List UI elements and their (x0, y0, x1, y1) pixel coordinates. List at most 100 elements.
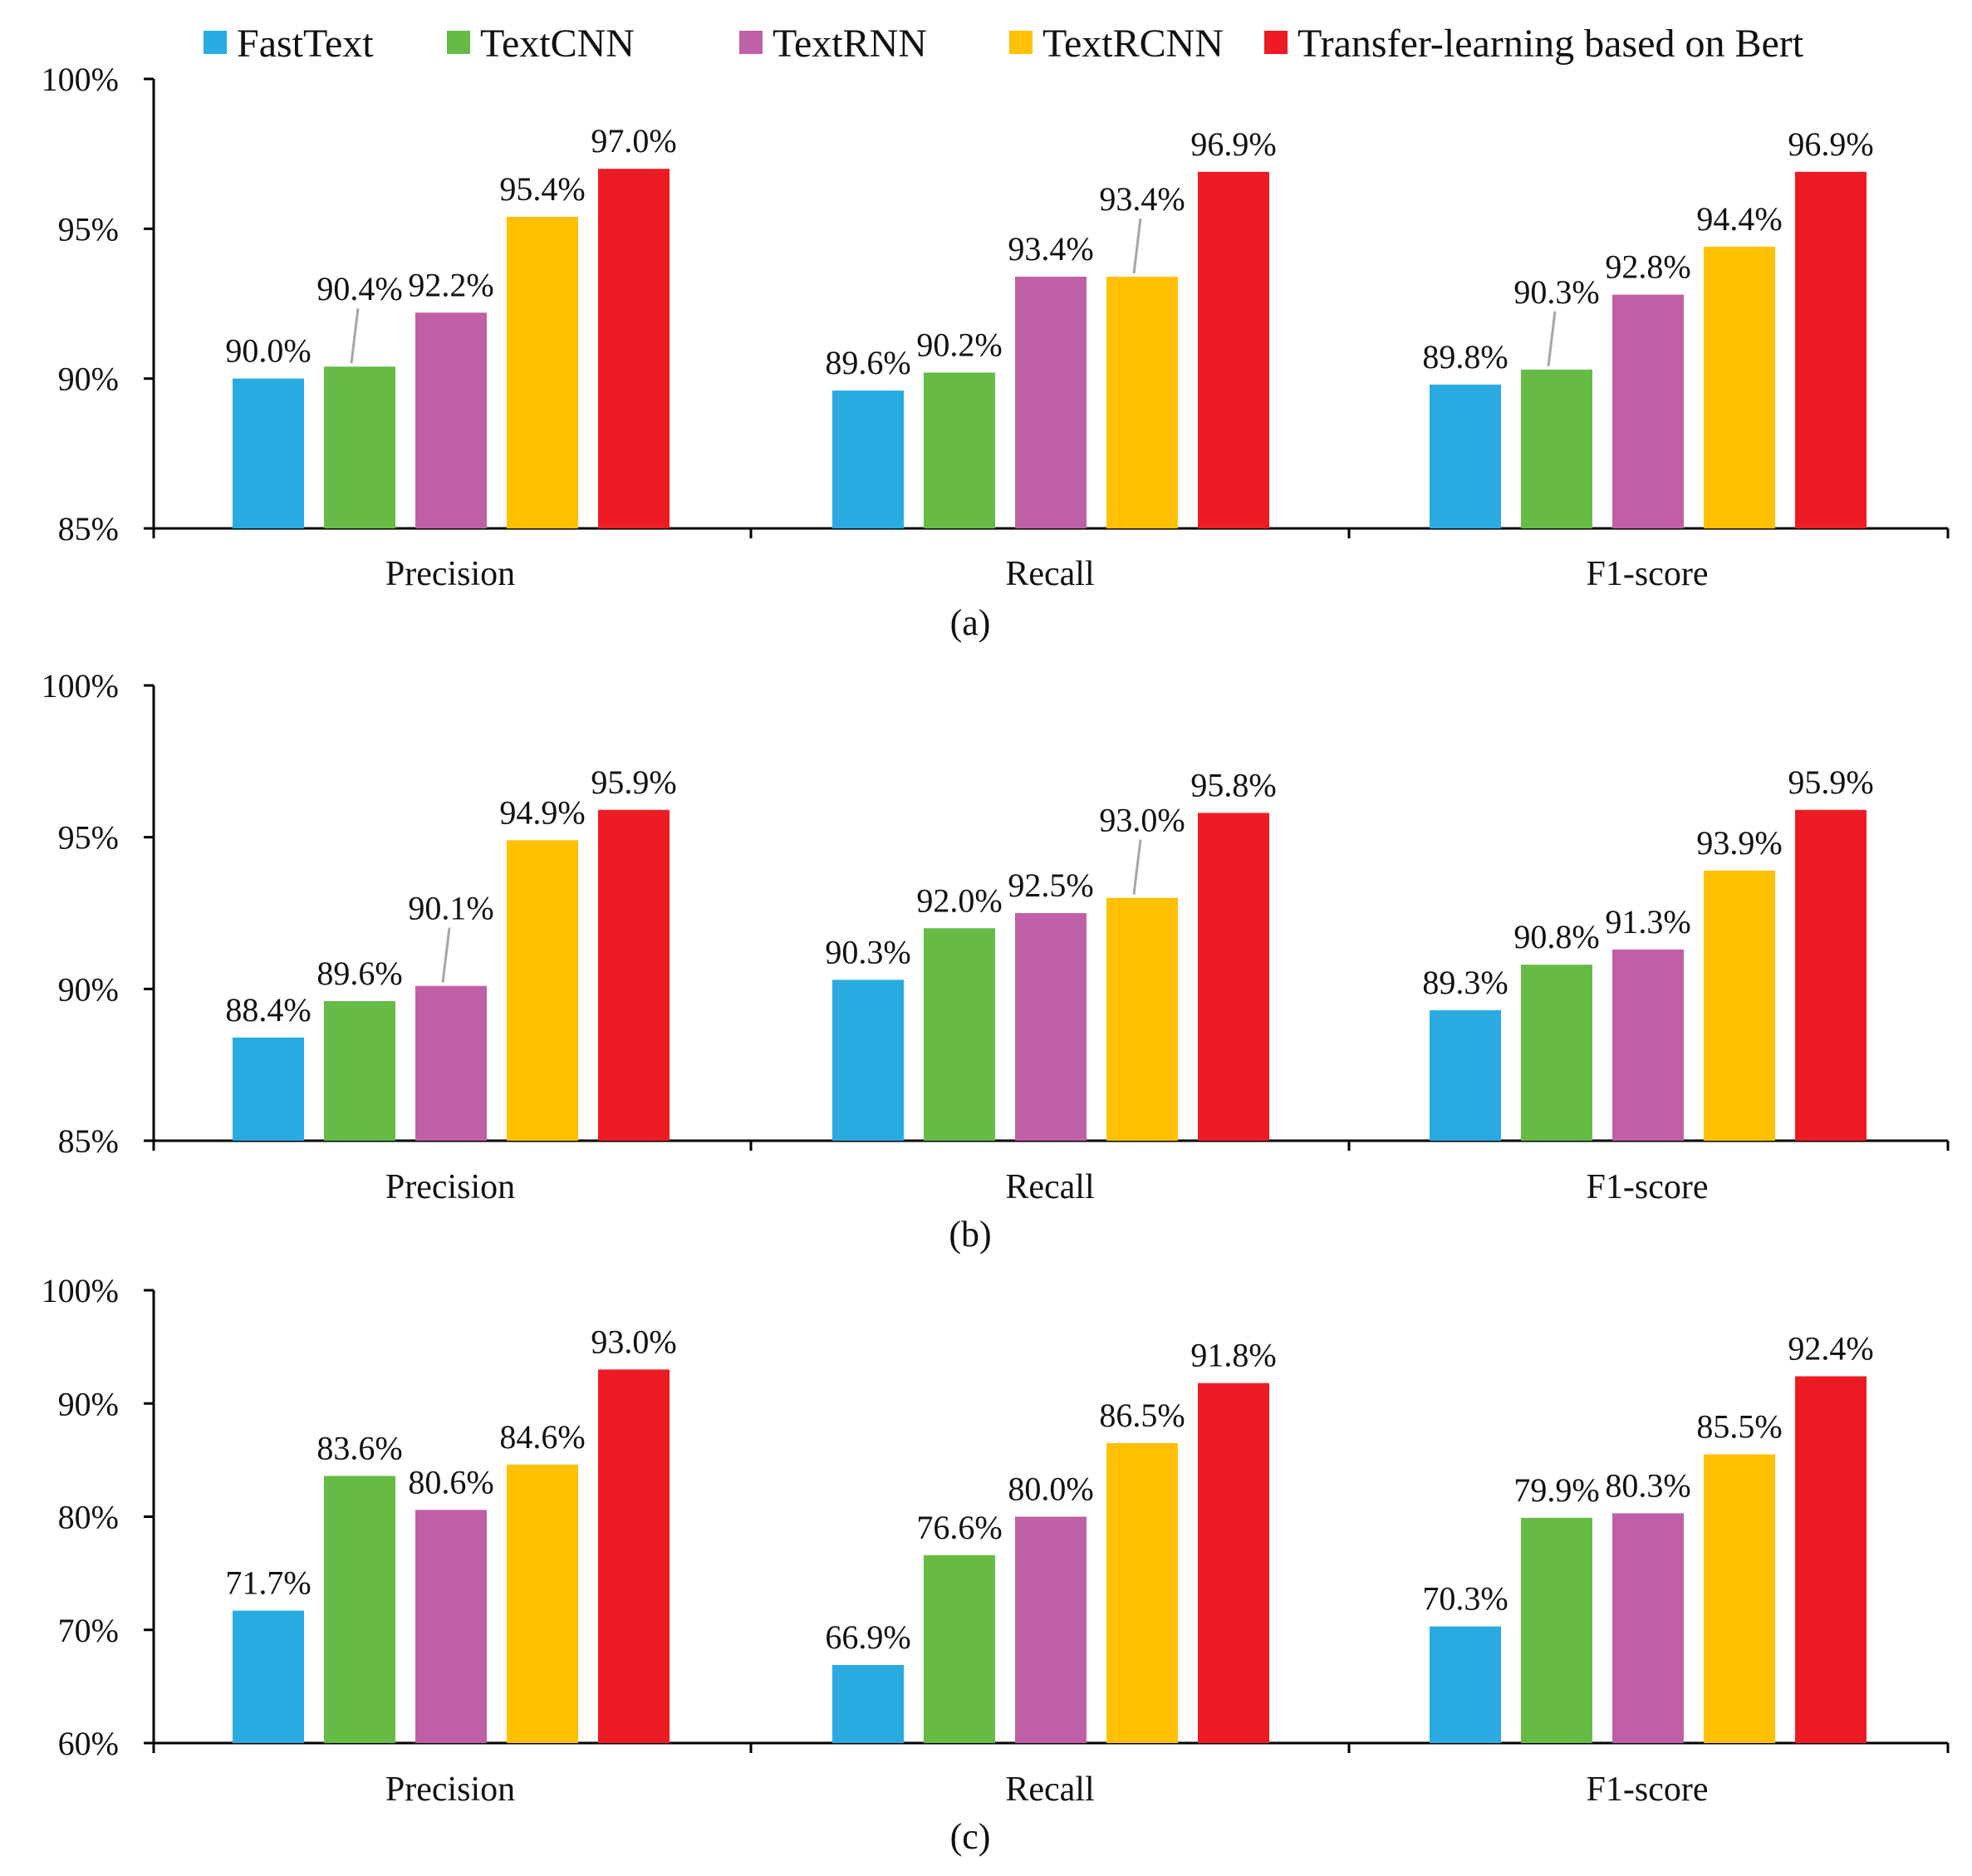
panel-a-data-label-f1-score-textrnn: 92.8% (1605, 248, 1690, 286)
panel-a-data-label-f1-score-textrcnn: 94.4% (1696, 200, 1782, 238)
panel-a-data-label-f1-score-transfer-learning-based-on-bert: 96.9% (1788, 125, 1873, 163)
panel-c-bar-recall-transfer-learning-based-on-bert (1198, 1382, 1269, 1743)
panel-c-data-label-f1-score-textrcnn: 85.5% (1696, 1408, 1782, 1446)
panel-c-category-f1-score: F1-score (1587, 1770, 1709, 1809)
panel-a-bar-precision-fasttext (233, 378, 304, 528)
panel-b-bar-precision-fasttext (233, 1037, 304, 1141)
panel-b-bar-f1-score-textrnn (1612, 949, 1684, 1141)
panel-b-data-label-f1-score-textrcnn: 93.9% (1696, 824, 1782, 862)
panel-a-data-label-recall-textrcnn: 93.4% (1099, 180, 1185, 218)
panel-b-bar-recall-textrcnn (1106, 897, 1178, 1141)
panel-b-bar-f1-score-textcnn (1521, 965, 1592, 1141)
legend-label-4: TextRCNN (1042, 22, 1224, 66)
panel-a-ytick-label: 100% (42, 61, 119, 98)
legend-swatch-3 (739, 31, 763, 54)
panel-b-ytick-label: 85% (58, 1122, 119, 1160)
panel-a-category-precision: Precision (385, 555, 515, 593)
panel-a-data-label-f1-score-fasttext: 89.8% (1422, 338, 1508, 376)
panel-a-bar-recall-textrnn (1015, 277, 1087, 528)
panel-c-data-label-recall-textrcnn: 86.5% (1099, 1397, 1185, 1434)
panel-b-category-recall: Recall (1005, 1168, 1094, 1206)
panel-b-category-f1-score: F1-score (1587, 1168, 1709, 1206)
panel-a-bar-recall-transfer-learning-based-on-bert (1198, 171, 1269, 528)
legend-label-3: TextRNN (773, 22, 927, 66)
panel-c-data-label-f1-score-fasttext: 70.3% (1422, 1580, 1508, 1618)
panel-b-data-label-f1-score-fasttext: 89.3% (1422, 964, 1508, 1001)
panel-c-data-label-f1-score-transfer-learning-based-on-bert: 92.4% (1788, 1330, 1873, 1368)
panel-c-ytick-label: 70% (58, 1612, 119, 1649)
panel-b-ytick-label: 100% (42, 667, 119, 705)
panel-c-bar-precision-fasttext (233, 1610, 304, 1743)
panel-c-data-label-precision-textrcnn: 84.6% (499, 1418, 585, 1456)
panel-b-bar-precision-transfer-learning-based-on-bert (598, 809, 670, 1141)
panel-b-bar-precision-textrnn (415, 985, 487, 1141)
panel-b-data-label-recall-textrcnn: 93.0% (1099, 802, 1185, 839)
panel-c-data-label-recall-textrnn: 80.0% (1008, 1471, 1093, 1508)
panel-b-data-label-f1-score-transfer-learning-based-on-bert: 95.9% (1788, 764, 1873, 801)
panel-b-data-label-precision-textrnn: 90.1% (408, 890, 493, 927)
panel-c-bar-recall-fasttext (832, 1664, 904, 1743)
panel-a-data-label-precision-textrcnn: 95.4% (499, 170, 585, 208)
panel-b-bar-precision-textrcnn (507, 840, 578, 1141)
panel-b-data-label-recall-fasttext: 90.3% (825, 933, 910, 970)
panel-a-bar-precision-textrnn (415, 312, 487, 528)
panel-a-ytick-label: 85% (58, 510, 119, 548)
panel-c-category-recall: Recall (1005, 1770, 1094, 1809)
panel-c-data-label-f1-score-textrnn: 80.3% (1605, 1466, 1690, 1504)
panel-c-data-label-f1-score-textcnn: 79.9% (1513, 1471, 1599, 1509)
panel-b-data-label-f1-score-textrnn: 91.3% (1605, 903, 1690, 940)
panel-c-data-label-precision-textcnn: 83.6% (316, 1429, 402, 1466)
legend-label-1: FastText (237, 22, 374, 66)
panel-a-data-label-precision-textrnn: 92.2% (408, 266, 493, 303)
panel-a-data-label-recall-fasttext: 89.6% (825, 344, 910, 381)
panel-a-caption: (a) (950, 602, 991, 643)
panel-c-bar-recall-textrnn (1015, 1516, 1087, 1743)
panel-a-leader-line (350, 308, 360, 364)
panel-c-bar-recall-textrcnn (1106, 1442, 1178, 1743)
panel-a-bar-recall-textrcnn (1106, 277, 1178, 528)
panel-b-data-label-precision-textcnn: 89.6% (316, 955, 402, 992)
panel-c-ytick-label: 100% (42, 1272, 119, 1309)
panel-b-data-label-recall-transfer-learning-based-on-bert: 95.8% (1190, 766, 1276, 803)
panel-c-bar-f1-score-transfer-learning-based-on-bert (1795, 1376, 1867, 1743)
panel-a-leader-line (1547, 311, 1557, 367)
panel-c-bar-recall-textcnn (924, 1554, 995, 1743)
panel-a-data-label-recall-textcnn: 90.2% (916, 326, 1002, 363)
panel-c-bar-f1-score-textrcnn (1704, 1454, 1775, 1743)
panel-b-caption: (b) (949, 1214, 991, 1255)
panel-b-bar-recall-textrnn (1015, 913, 1087, 1141)
panel-c-bar-f1-score-textcnn (1521, 1517, 1592, 1743)
panel-b-ytick-label: 90% (58, 970, 119, 1008)
panel-a-bar-f1-score-fasttext (1430, 384, 1501, 528)
panel-b-data-label-precision-fasttext: 88.4% (225, 991, 311, 1029)
panel-c-data-label-recall-transfer-learning-based-on-bert: 91.8% (1190, 1337, 1276, 1374)
legend-label-5: Transfer-learning based on Bert (1297, 22, 1804, 66)
panel-b-data-label-precision-textrcnn: 94.9% (499, 793, 585, 831)
panel-a-ytick-label: 95% (58, 210, 119, 248)
panel-a-bar-f1-score-textrnn (1612, 294, 1684, 528)
panel-a-data-label-recall-textrnn: 93.4% (1008, 230, 1093, 268)
panel-a-data-label-precision-transfer-learning-based-on-bert: 97.0% (591, 122, 676, 160)
panel-a-bar-f1-score-textrcnn (1704, 246, 1775, 528)
panel-a-data-label-f1-score-textcnn: 90.3% (1513, 273, 1599, 311)
panel-a-category-f1-score: F1-score (1587, 555, 1709, 593)
panel-b-bar-f1-score-textrcnn (1704, 870, 1775, 1141)
panel-b-data-label-recall-textrnn: 92.5% (1008, 867, 1093, 904)
panel-c-bar-precision-textcnn (324, 1476, 395, 1743)
panel-a-bar-recall-fasttext (832, 390, 904, 528)
legend-swatch-1 (204, 31, 227, 54)
panel-c-bar-precision-transfer-learning-based-on-bert (598, 1369, 670, 1743)
panel-b-data-label-recall-textcnn: 92.0% (916, 882, 1002, 919)
panel-a-data-label-recall-transfer-learning-based-on-bert: 96.9% (1190, 125, 1276, 163)
panel-c-bar-precision-textrcnn (507, 1464, 578, 1743)
legend-swatch-2 (447, 31, 470, 54)
panel-c-data-label-precision-textrnn: 80.6% (408, 1463, 493, 1500)
panel-b-ytick-label: 95% (58, 819, 119, 857)
panel-b-bar-recall-fasttext (832, 980, 904, 1141)
panel-c-bar-f1-score-fasttext (1430, 1626, 1501, 1743)
panel-a-bar-f1-score-textcnn (1521, 369, 1592, 528)
panel-b-data-label-precision-transfer-learning-based-on-bert: 95.9% (591, 764, 676, 801)
legend-label-2: TextCNN (480, 22, 635, 66)
panel-a-data-label-precision-textcnn: 90.4% (316, 270, 402, 307)
panel-c-ytick-label: 60% (58, 1725, 119, 1762)
